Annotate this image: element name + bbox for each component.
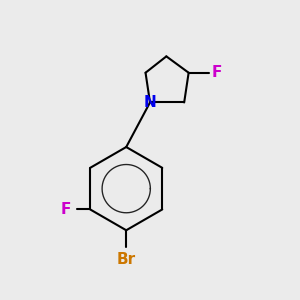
Text: F: F bbox=[61, 202, 71, 217]
Text: F: F bbox=[212, 65, 222, 80]
Text: Br: Br bbox=[117, 252, 136, 267]
Text: N: N bbox=[144, 95, 156, 110]
